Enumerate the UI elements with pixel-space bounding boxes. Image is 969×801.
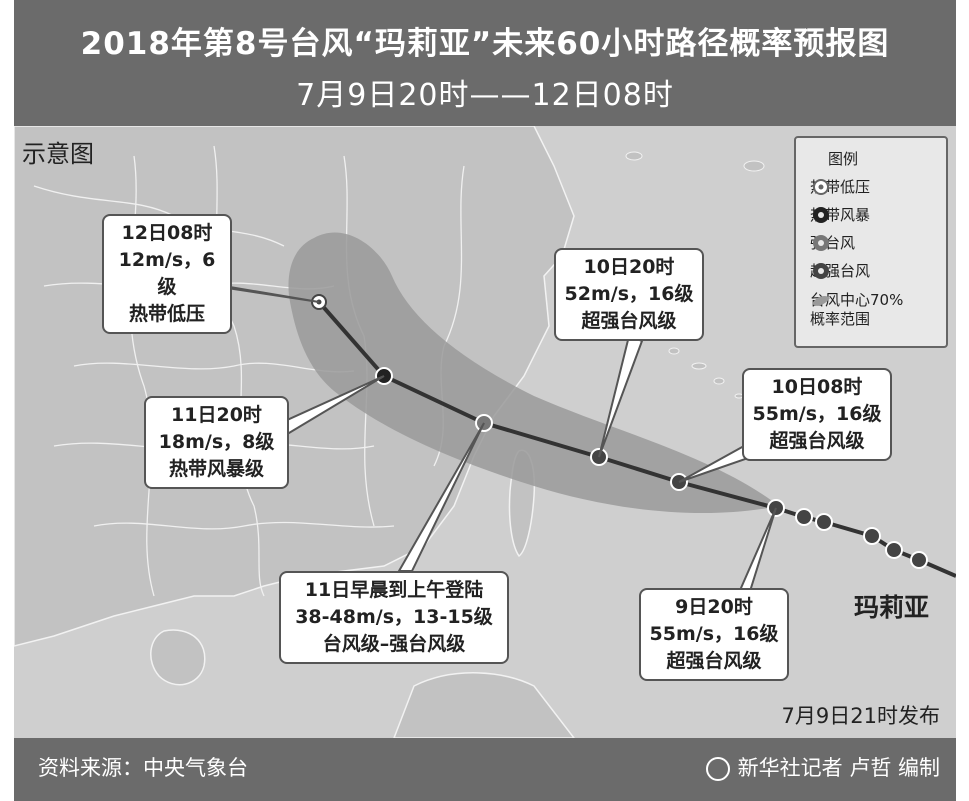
callout-level: 超强台风级: [666, 650, 762, 672]
track-point: [910, 551, 928, 569]
legend-label: 台风中心70% 概率范围: [810, 291, 904, 328]
legend-item-storm: 热带风暴: [810, 204, 870, 226]
track-point: [885, 541, 903, 559]
tropical-depression-icon: [813, 179, 829, 195]
callout-time: 9日20时: [675, 596, 753, 618]
schematic-label: 示意图: [22, 140, 94, 168]
callout-time: 12日08时: [121, 222, 213, 244]
publish-time: 7月9日21时发布: [781, 704, 940, 728]
track-points: [311, 294, 928, 569]
source-credit: 资料来源：中央气象台: [38, 756, 248, 780]
legend-title: 图例: [828, 150, 859, 168]
storm-name-label: 玛莉亚: [854, 593, 930, 622]
callout-time: 10日08时: [771, 376, 863, 398]
probability-cone-icon: [812, 296, 830, 306]
callout-level: 超强台风级: [769, 430, 865, 452]
callout-level: 台风级–强台风级: [322, 633, 466, 655]
callout-10d20h: 10日20时 52m/s，16级 超强台风级: [554, 248, 704, 341]
severe-typhoon-icon: [813, 235, 829, 251]
track-point: [863, 527, 881, 545]
super-typhoon-icon: [813, 263, 829, 279]
callout-wind: 12m/s，6级: [118, 249, 216, 298]
hainan-island: [150, 629, 206, 686]
callout-pointers: [213, 285, 777, 605]
page-title: 2018年第8号台风“玛莉亚”未来60小时路径概率预报图: [80, 26, 890, 62]
callout-wind: 55m/s，16级: [752, 403, 882, 425]
xinhua-logo-icon: [705, 757, 730, 781]
track-point: [795, 508, 813, 526]
callout-landfall: 11日早晨到上午登陆 38-48m/s，13-15级 台风级–强台风级: [279, 571, 509, 664]
callout-level: 热带风暴级: [168, 458, 264, 480]
callout-9d20h: 9日20时 55m/s，16级 超强台风级: [639, 588, 789, 681]
track-point: [815, 513, 833, 531]
callout-wind: 38-48m/s，13-15级: [295, 606, 493, 628]
map-area: 示意图 12日08时 12m/s，6级 热带低压 11日20时 18m/s，8级…: [14, 126, 956, 738]
author-credit: 新华社记者 卢哲 编制: [705, 752, 940, 782]
callout-wind: 18m/s，8级: [158, 431, 275, 453]
callout-12d08h: 12日08时 12m/s，6级 热带低压: [102, 214, 232, 334]
callout-time: 11日20时: [171, 404, 262, 426]
southeast-landmass: [393, 672, 575, 738]
legend-item-super: 超强台风: [810, 260, 870, 282]
callout-wind: 52m/s，16级: [564, 283, 694, 305]
callout-10d08h: 10日08时 55m/s，16级 超强台风级: [742, 368, 892, 461]
callout-wind: 55m/s，16级: [649, 623, 779, 645]
callout-time: 11日早晨到上午登陆: [304, 579, 484, 601]
page-subtitle: 7月9日20时——12日08时: [296, 78, 674, 113]
legend-item-severe: 强台风: [810, 232, 855, 254]
infographic-frame: 2018年第8号台风“玛莉亚”未来60小时路径概率预报图 7月9日20时——12…: [14, 0, 956, 801]
callout-level: 超强台风级: [581, 310, 677, 332]
legend-item-depression: 热带低压: [810, 176, 870, 198]
tropical-storm-icon: [813, 207, 829, 223]
callout-11d20h: 11日20时 18m/s，8级 热带风暴级: [144, 396, 289, 489]
callout-level: 热带低压: [128, 303, 205, 325]
callout-time: 10日20时: [583, 256, 675, 278]
map-legend: 图例 热带低压 热带风暴 强台风 超强台风 台风中心70% 概率范围: [794, 136, 948, 348]
legend-item-cone: 台风中心70% 概率范围: [810, 290, 903, 330]
